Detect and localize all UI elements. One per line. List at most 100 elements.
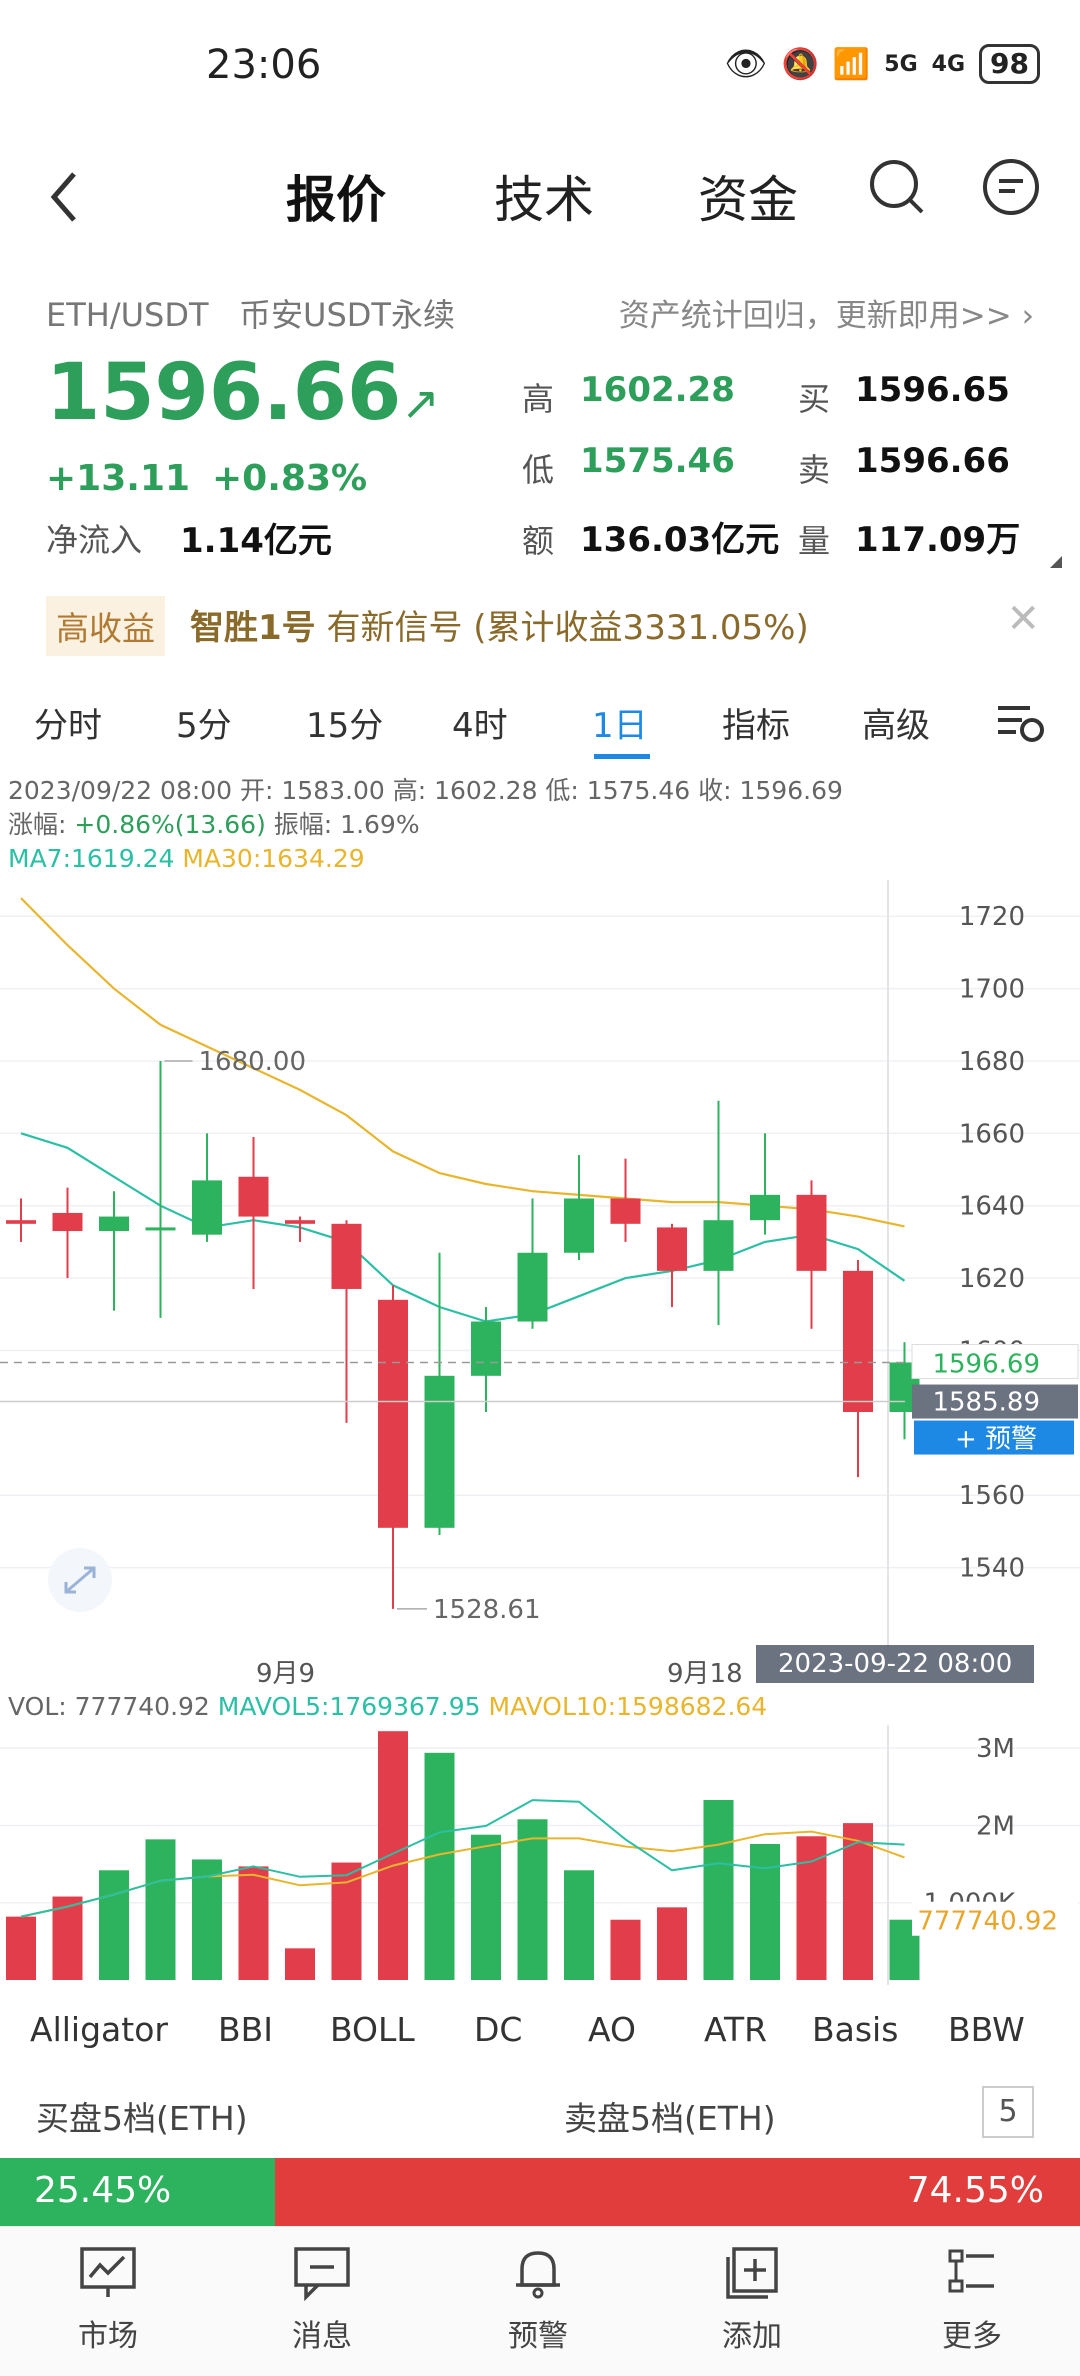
footer-more-label: 更多 (942, 2319, 1002, 2354)
candle-body (331, 1223, 362, 1289)
asset-notice-link[interactable]: 资产统计回归，更新即用>> › (619, 290, 1034, 335)
y-tick-label: 1720 (959, 902, 1025, 932)
volume-bar (424, 1752, 455, 1980)
indicator-bbw[interactable]: BBW (948, 2010, 1025, 2049)
y-tick-label: 1680 (959, 1047, 1025, 1077)
order-book-header: 买盘5档(ETH) 卖盘5档(ETH) 5 (0, 2080, 1080, 2160)
menu-chat-icon[interactable] (980, 156, 1042, 218)
bid-ratio-bar (0, 2158, 275, 2226)
vol-value: VOL: 777740.92 (8, 1692, 210, 1721)
tf-time[interactable]: 分时 (34, 706, 102, 746)
footer-market[interactable]: 市场 (48, 2245, 168, 2355)
tf-advanced[interactable]: 高级 (862, 706, 930, 746)
crosshair-price-tag (912, 1384, 1078, 1419)
depth-select[interactable]: 5 (982, 2086, 1034, 2138)
x-label-2: 9月18 (667, 1659, 743, 1689)
timeframe-bar: 分时 5分 15分 4时 1日 指标 高级 (0, 690, 1080, 760)
indicator-bar: Alligator BBI BOLL DC AO ATR Basis BBW (0, 2000, 1080, 2060)
candle-body (610, 1198, 641, 1224)
candlestick-chart[interactable]: 1720170016801660164016201600156015401680… (0, 880, 1080, 1670)
tf-1d[interactable]: 1日 (592, 706, 648, 746)
tab-quote[interactable]: 报价 (286, 171, 386, 229)
indicator-basis[interactable]: Basis (812, 2010, 899, 2049)
volume-bar (145, 1839, 176, 1980)
volume-bar (192, 1859, 222, 1980)
footer-alerts[interactable]: 预警 (478, 2245, 598, 2355)
bid-value: 1596.65 (855, 370, 1010, 410)
footer-messages[interactable]: 消息 (262, 2245, 382, 2355)
search-icon[interactable] (866, 156, 928, 218)
candle-body (796, 1194, 827, 1271)
bell-icon (516, 2251, 560, 2299)
mavol5-line (20, 1799, 905, 1918)
close-icon[interactable]: ✕ (1006, 596, 1040, 642)
high-label: 高 (522, 380, 555, 418)
price-change-pct: +0.83% (212, 458, 368, 499)
indicator-bbi[interactable]: BBI (218, 2010, 274, 2049)
tab-technical[interactable]: 技术 (494, 171, 594, 229)
notice-text: 资产统计回归，更新即用>> (618, 298, 1012, 334)
message-icon (294, 2247, 350, 2302)
indicator-atr[interactable]: ATR (704, 2010, 768, 2049)
chart-settings-icon[interactable] (994, 696, 1048, 750)
low-label: 低 (522, 451, 555, 489)
change-line: 涨幅: +0.86%(13.66) 振幅: 1.69% (8, 808, 843, 842)
pair-name: ETH/USDT 币安USDT永续 (46, 290, 455, 336)
max-label: 1680.00 (199, 1047, 307, 1077)
signal-banner[interactable]: 高收益 智胜1号 有新信号 (累计收益3331.05%) ✕ (0, 590, 1080, 670)
bottom-toolbar: 市场 消息 预警 添加 更多 (0, 2226, 1080, 2376)
last-price-tag (911, 1343, 1079, 1379)
expand-corner-icon[interactable] (1050, 556, 1062, 568)
bids-label[interactable]: 买盘5档(ETH) (36, 2099, 248, 2138)
market-icon (80, 2247, 136, 2297)
signal-title: 智胜1号 (190, 608, 316, 648)
tf-indicators[interactable]: 指标 (722, 706, 790, 746)
last-price: 1596.66↗ (46, 348, 440, 438)
chevron-right-icon: › (1021, 298, 1034, 334)
volume-bar (843, 1823, 873, 1980)
footer-add[interactable]: 添加 (692, 2245, 812, 2355)
candle-body (750, 1194, 780, 1221)
indicator-boll[interactable]: BOLL (330, 2010, 415, 2049)
min-label: 1528.61 (433, 1595, 541, 1625)
indicator-dc[interactable]: DC (474, 2010, 523, 2049)
y-tick-label: 1660 (959, 1119, 1025, 1149)
volume-bar (331, 1862, 362, 1980)
top-nav: 报价 技术 资金 (0, 140, 1080, 250)
last-price-tag-text: 1596.69 (932, 1349, 1040, 1379)
chart-info: 2023/09/22 08:00 开: 1583.00 高: 1602.28 低… (8, 774, 843, 876)
y-tick-label: 1700 (959, 975, 1025, 1005)
x-label-1: 9月9 (256, 1659, 316, 1689)
indicator-ao[interactable]: AO (588, 2010, 636, 2049)
candle-body (564, 1198, 594, 1253)
candle-body (703, 1220, 734, 1271)
footer-more[interactable]: 更多 (912, 2245, 1032, 2355)
vol-last-text: 777740.92 (917, 1907, 1058, 1937)
volume-label: 量 (798, 522, 831, 560)
crosshair-date: 2023-09-22 08:00 (756, 1645, 1035, 1683)
contract-type: 币安USDT永续 (239, 296, 455, 334)
crosshair-price-text: 1585.89 (932, 1388, 1040, 1418)
vol-last-tag (912, 1901, 1078, 1936)
ask-pct: 74.55% (906, 2170, 1044, 2211)
y-tick-label: 1540 (959, 1554, 1025, 1584)
ma7-line (20, 1132, 906, 1323)
indicator-alligator[interactable]: Alligator (30, 2010, 168, 2049)
candle-body (99, 1216, 129, 1232)
asks-label[interactable]: 卖盘5档(ETH) (564, 2099, 776, 2138)
net-5g: 5G (884, 51, 918, 77)
y-tick-label: 1620 (959, 1264, 1025, 1294)
tab-funds[interactable]: 资金 (698, 171, 798, 229)
tf-4h[interactable]: 4时 (452, 706, 508, 746)
volume-bar (610, 1919, 641, 1980)
ask-label: 卖 (798, 451, 831, 489)
bid-label: 买 (798, 380, 831, 418)
amount-label: 额 (522, 522, 555, 560)
net-inflow-value: 1.14亿元 (180, 521, 332, 561)
y-tick-label: 1640 (959, 1192, 1025, 1222)
clock: 23:06 (206, 42, 322, 88)
tf-15m[interactable]: 15分 (306, 706, 384, 746)
back-icon[interactable] (44, 162, 84, 232)
tf-5m[interactable]: 5分 (176, 706, 232, 746)
candle-body (192, 1180, 222, 1235)
